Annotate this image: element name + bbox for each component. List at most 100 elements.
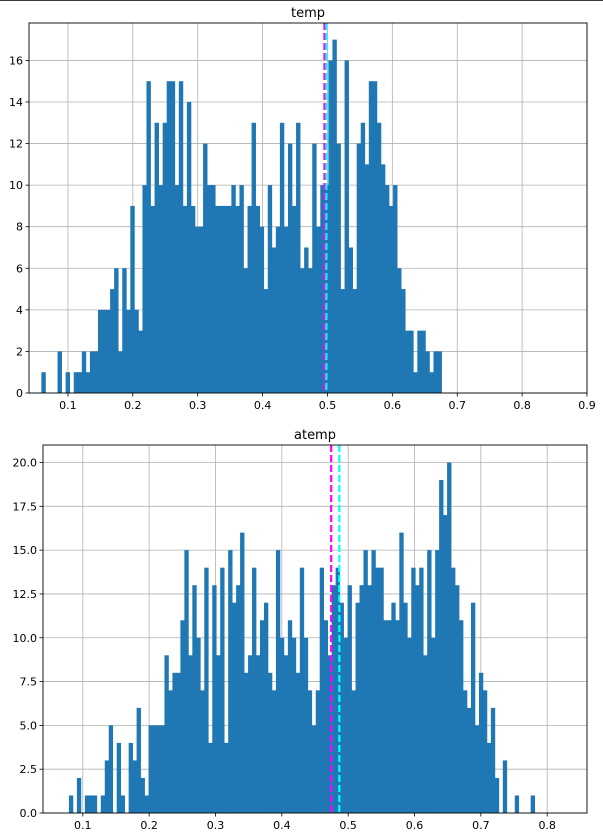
histogram-bar — [279, 637, 285, 813]
y-tick-label: 4 — [16, 304, 23, 317]
histogram-bar — [311, 725, 317, 813]
histogram-bar — [204, 567, 209, 813]
histogram-bar — [247, 205, 252, 393]
x-tick-label: 0.1 — [59, 399, 77, 412]
histogram-bar — [437, 351, 442, 393]
histogram-bar — [267, 185, 273, 393]
histogram-bar — [283, 226, 289, 393]
histogram-bar — [243, 268, 248, 393]
x-tick-label: 0.5 — [339, 819, 357, 832]
y-tick-label: 6 — [16, 262, 23, 275]
histogram-bar — [134, 309, 139, 393]
histogram-bar — [502, 760, 508, 813]
histogram-bar — [299, 567, 305, 813]
histogram-bar — [271, 690, 277, 813]
histogram-bar — [263, 602, 269, 813]
histogram-bar — [41, 372, 46, 393]
histogram-bar — [407, 637, 412, 813]
histogram-bar — [371, 550, 376, 813]
y-tick-label: 16 — [9, 54, 23, 67]
histogram-bar — [327, 655, 333, 813]
histogram-bar — [142, 185, 147, 393]
histogram-bar — [132, 760, 137, 813]
histogram-bar — [144, 795, 149, 813]
histogram-bar — [401, 289, 406, 393]
x-tick-label: 0.8 — [538, 819, 556, 832]
histogram-bar — [395, 620, 400, 813]
histogram-bar — [411, 567, 416, 813]
histogram-bar — [88, 795, 94, 813]
histogram-bar — [216, 655, 221, 813]
histogram-bar — [295, 672, 301, 813]
histogram-bar — [307, 690, 313, 813]
histogram-bar — [57, 351, 62, 393]
histogram-bar — [470, 602, 476, 813]
histogram-bar — [128, 742, 133, 813]
histogram-bar — [355, 602, 360, 813]
histogram-bar — [260, 620, 265, 813]
chart-title: atemp — [294, 428, 336, 443]
y-tick-label: 17.5 — [13, 500, 38, 513]
histogram-bar — [176, 672, 181, 813]
histogram-bar — [92, 795, 98, 813]
histogram-bar — [232, 602, 237, 813]
y-tick-label: 2 — [16, 345, 23, 358]
histogram-bar — [182, 205, 188, 393]
y-tick-label: 10.0 — [13, 632, 38, 645]
histogram-bar — [231, 185, 236, 393]
histogram-bar — [138, 330, 143, 393]
histogram-bar — [116, 742, 122, 813]
x-tick-label: 0.9 — [578, 399, 596, 412]
histogram-bar — [292, 205, 297, 393]
histogram-bar — [114, 268, 119, 393]
histogram-bar — [315, 690, 321, 813]
x-tick-label: 0.2 — [140, 819, 158, 832]
y-tick-label: 12 — [9, 138, 23, 151]
histogram-bar — [439, 480, 444, 813]
chart-title: temp — [291, 6, 325, 21]
histogram-bar — [106, 309, 111, 393]
histogram-bar — [431, 637, 436, 813]
histogram-bar — [490, 707, 496, 813]
histogram-bar — [387, 620, 392, 813]
histogram-bar — [348, 247, 353, 393]
x-tick-label: 0.2 — [124, 399, 142, 412]
histogram-bar — [356, 143, 362, 393]
histogram-bar — [332, 39, 337, 394]
histogram-bar — [328, 60, 333, 393]
histogram-bar — [196, 637, 201, 813]
histogram-bar — [220, 567, 225, 813]
x-tick-label: 0.4 — [273, 819, 291, 832]
histogram-bar — [152, 725, 157, 813]
histogram-bar — [174, 185, 180, 393]
histogram-bar — [451, 567, 456, 813]
histogram-bar — [118, 351, 123, 393]
histogram-bar — [89, 351, 95, 393]
histogram-bar — [203, 143, 208, 393]
histogram-bar — [364, 164, 370, 393]
histogram-bar — [363, 550, 368, 813]
histogram-bar — [287, 143, 293, 393]
histogram-bar — [389, 205, 394, 393]
histogram-bar — [320, 185, 325, 393]
histogram-bar — [323, 620, 329, 813]
histogram-bar — [120, 795, 126, 813]
histogram-bar — [347, 585, 352, 813]
histogram-bar — [219, 205, 224, 393]
histogram-bar — [184, 550, 189, 813]
y-tick-label: 7.5 — [20, 676, 38, 689]
histogram-bar — [244, 672, 249, 813]
histogram-bar — [211, 185, 216, 393]
histogram-bar — [308, 268, 313, 393]
histogram-bar — [372, 81, 378, 394]
histogram-bar — [207, 185, 212, 393]
histogram-bar — [494, 777, 500, 813]
histogram-bar — [429, 372, 434, 393]
histogram-bar — [291, 637, 297, 813]
histogram-bar — [399, 532, 404, 813]
x-tick-label: 0.8 — [513, 399, 531, 412]
y-tick-label: 20.0 — [13, 457, 38, 470]
histogram-bar — [104, 760, 110, 813]
histogram-bar — [474, 725, 480, 813]
